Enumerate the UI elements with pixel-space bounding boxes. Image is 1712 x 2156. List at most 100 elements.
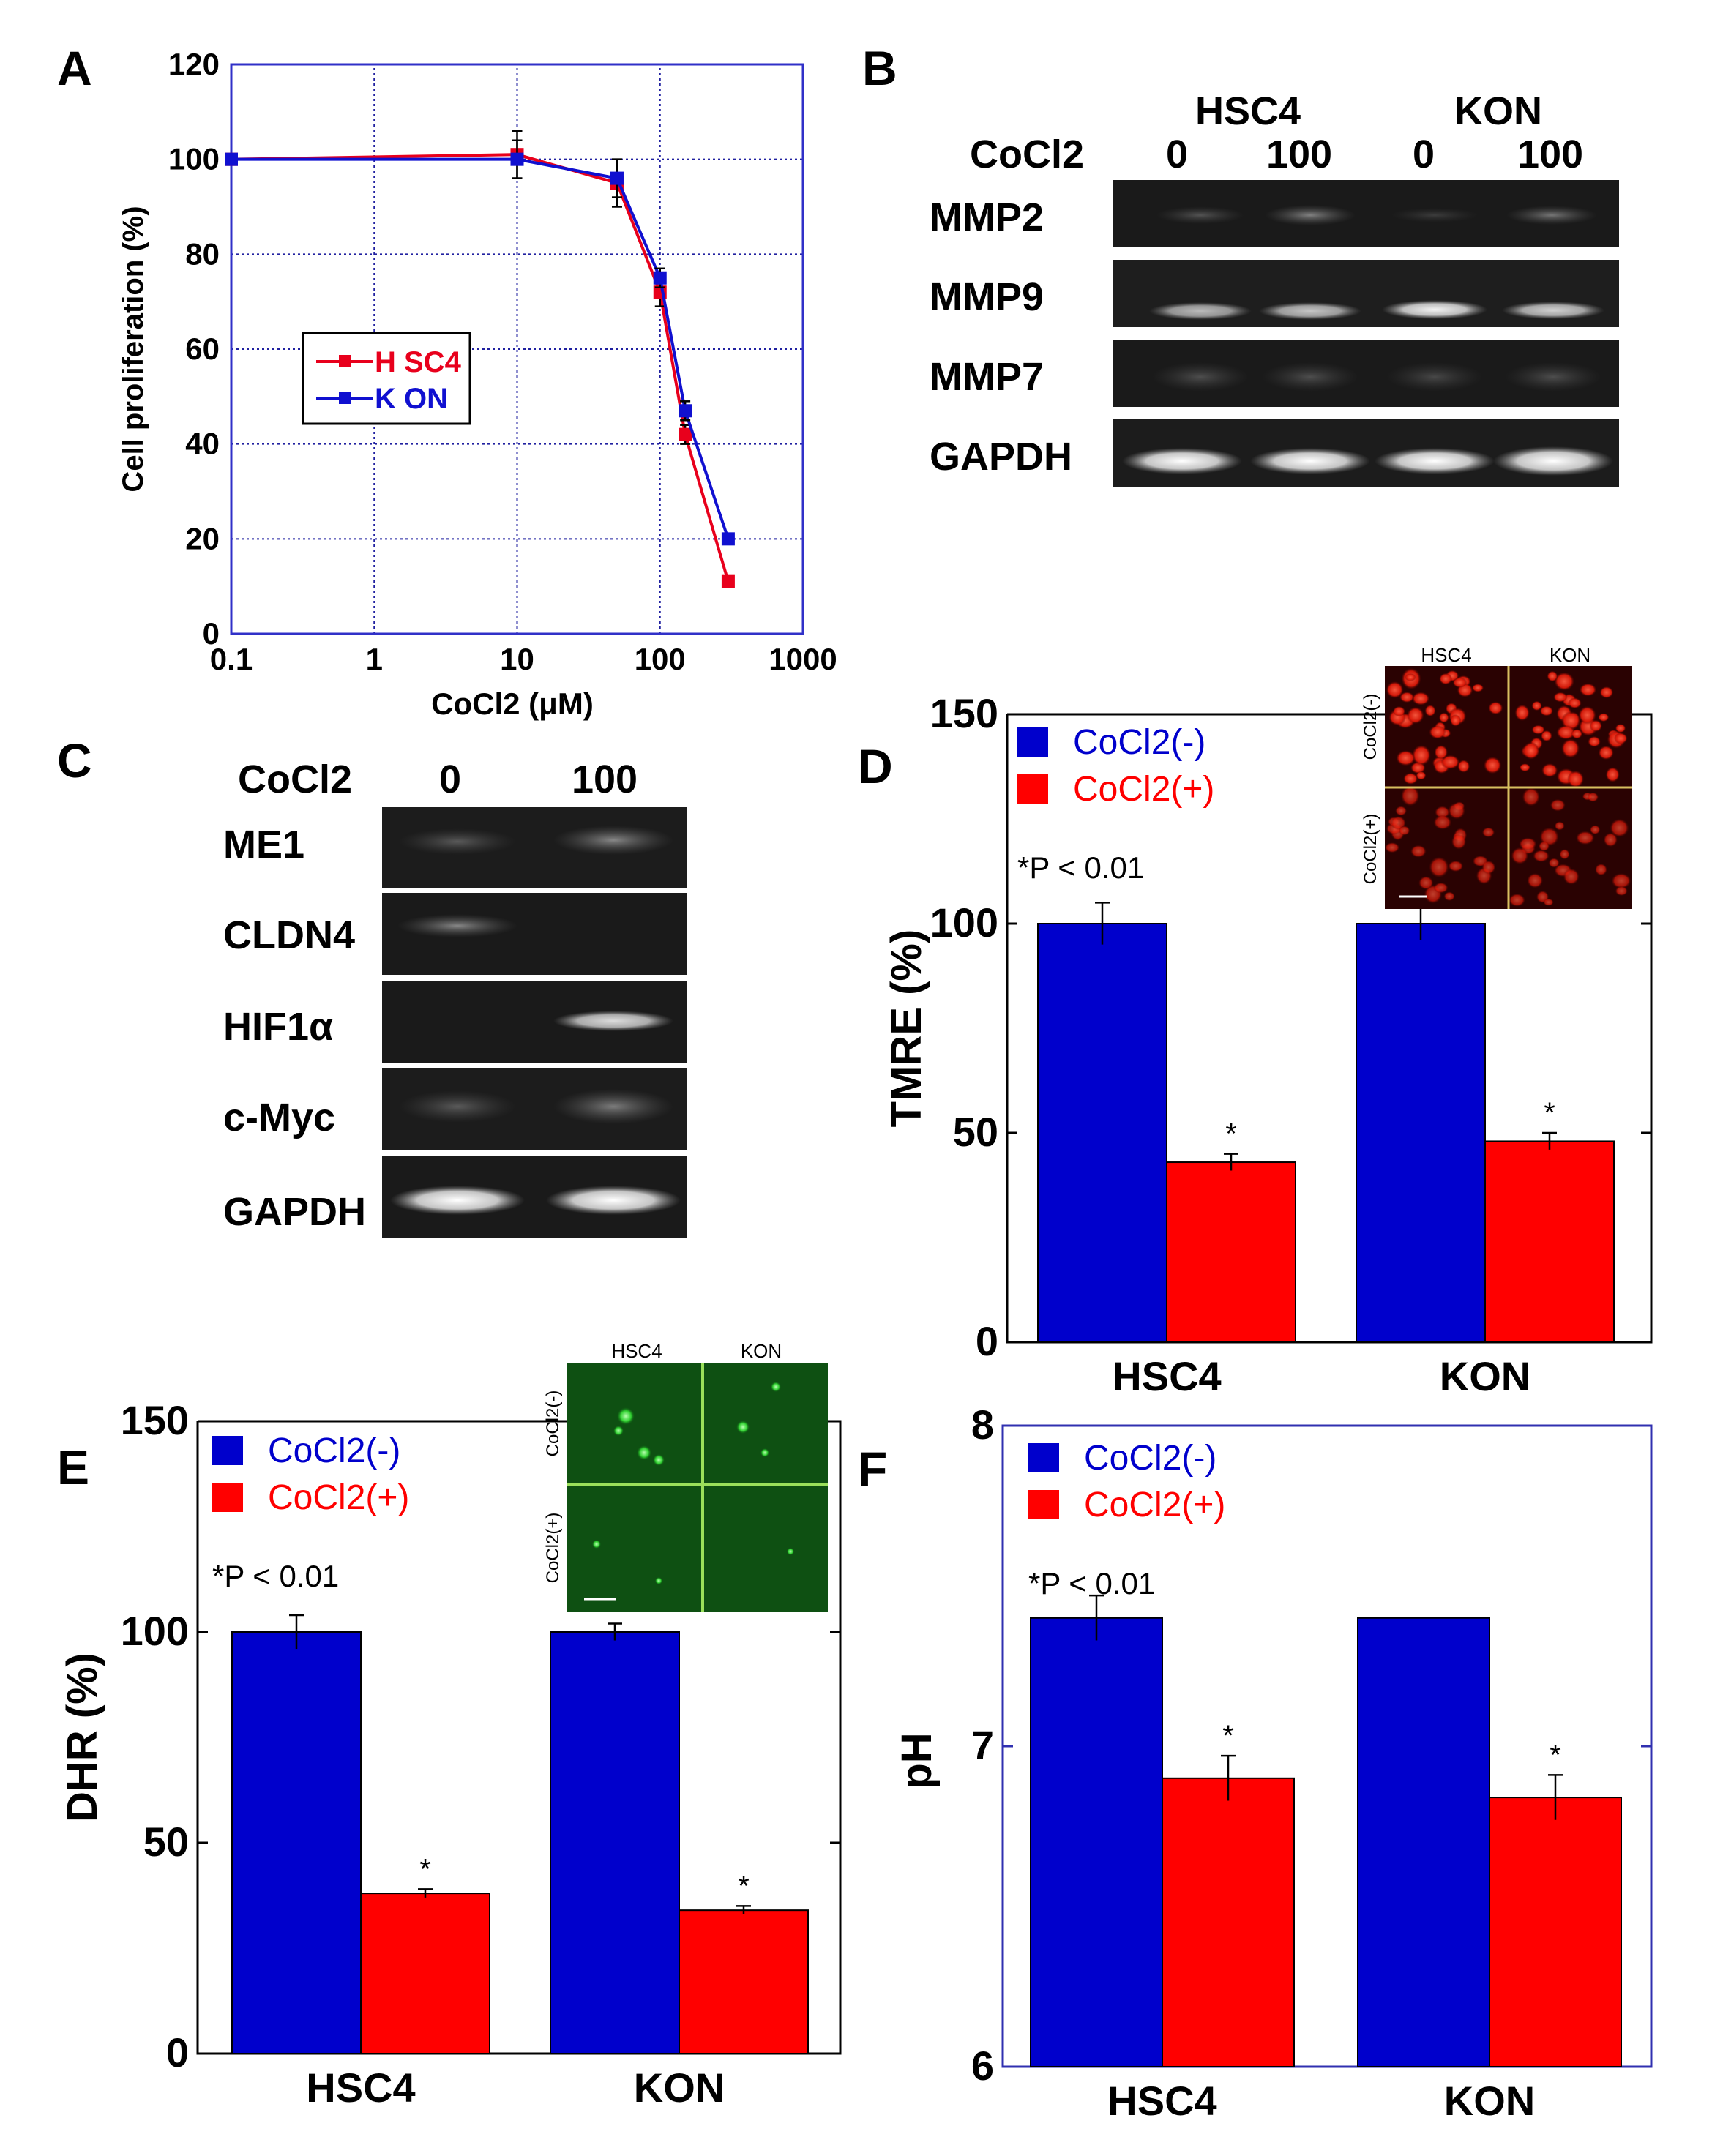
cell-signal — [1599, 686, 1614, 699]
cell-signal — [1384, 842, 1400, 853]
y-tick-label: 100 — [168, 142, 220, 176]
gel-band — [1506, 206, 1597, 225]
legend-label-kon: K ON — [375, 383, 448, 415]
cell-signal — [1522, 787, 1541, 806]
lane-label: 100 — [572, 757, 638, 801]
panel-a: A 0 20 40 60 80 100 120 0.1 1 10 100 1000 Cell pro… — [57, 41, 837, 721]
cell-signal — [1483, 756, 1502, 774]
cell-signal — [1556, 725, 1576, 740]
gel-band — [1502, 302, 1604, 319]
treatment-label: CoCl2 — [970, 132, 1084, 176]
inset-image — [567, 1363, 828, 1612]
cell-signal — [1598, 713, 1610, 722]
cell-signal — [1539, 705, 1554, 716]
cell-signal — [1429, 856, 1449, 878]
panel-letter-f: F — [858, 1442, 887, 1496]
cell-signal — [1522, 741, 1539, 760]
cell-signal — [1392, 705, 1406, 716]
x-tick-label: 1 — [366, 642, 383, 676]
panel-letter-d: D — [858, 739, 893, 793]
gel-band — [1259, 302, 1361, 320]
gene-label-gapdh: GAPDH — [223, 1190, 366, 1234]
gel-band — [1505, 362, 1601, 392]
category-label: HSC4 — [1112, 1353, 1221, 1399]
legend-swatch-plus — [1028, 1490, 1059, 1519]
cell-signal — [1412, 744, 1432, 766]
series-line-kon — [231, 157, 730, 539]
legend-label: CoCl2(-) — [1084, 1439, 1216, 1478]
legend-swatch-minus — [212, 1436, 243, 1465]
bar-hsc4-minus — [1037, 923, 1167, 1343]
cell-signal — [1533, 850, 1550, 863]
y-axis-label: TMRE (%) — [883, 929, 930, 1128]
gene-label-mmp2: MMP2 — [930, 195, 1044, 239]
inset-cells — [592, 1382, 794, 1584]
cell-signal — [1481, 827, 1495, 838]
bar-hsc4-plus — [360, 1893, 490, 2055]
x-axis-label: CoCl2 (μM) — [431, 686, 594, 721]
bar-kon-plus — [1489, 1797, 1622, 2068]
cell-signal — [1440, 755, 1460, 770]
legend-marker-blue — [339, 392, 351, 404]
gel-band — [1375, 448, 1495, 474]
cell-signal — [1438, 712, 1449, 723]
y-tick-label: 0 — [976, 1318, 998, 1364]
inset-col-label: KON — [741, 1340, 782, 1362]
gene-label-cldn4: CLDN4 — [223, 913, 355, 957]
panel-d: D 0 50 100 150 * HSC4 * KON TMRE (%) CoCl2(-) CoCl… — [858, 644, 1653, 1399]
y-tick-label: 150 — [121, 1397, 189, 1443]
cell-signal — [1575, 831, 1595, 845]
panel-b: B HSC4 KON CoCl2 0 100 0 100 MMP2 — [862, 41, 1619, 487]
cell-signal — [1407, 706, 1424, 725]
cell-signal — [1435, 806, 1450, 819]
cell-signal — [1424, 705, 1436, 717]
cell-signal — [1598, 745, 1614, 760]
inset-col-label: HSC4 — [1421, 644, 1471, 666]
cell-signal — [1519, 763, 1530, 772]
bar-chart-f: 6 7 8 * HSC4 * KON pH CoCl2(-) CoCl2(+) *P < 0.01 — [893, 1401, 1653, 2124]
bar-kon-minus — [550, 1631, 680, 2054]
cell-signal — [1588, 735, 1601, 747]
category-label: KON — [1440, 1353, 1530, 1399]
cell-signal — [1457, 760, 1470, 773]
x-tick-label: 10 — [500, 642, 534, 676]
data-point — [679, 427, 692, 441]
cell-signal — [1395, 806, 1408, 816]
cell-signal — [1595, 863, 1607, 876]
treatment-label: CoCl2 — [238, 757, 352, 801]
cell-signal — [1531, 725, 1545, 735]
cell-signal — [1590, 825, 1601, 835]
cell-signal — [1429, 725, 1446, 739]
significance-marker: * — [1550, 1739, 1561, 1771]
significance-note: *P < 0.01 — [1017, 850, 1144, 885]
y-tick-label: 80 — [185, 236, 220, 271]
cell-signal — [637, 1445, 651, 1460]
panel-c: C CoCl2 0 100 ME1 CLDN4 HIF1α c-Myc GAPD… — [57, 733, 687, 1238]
cell-signal — [1610, 818, 1629, 838]
x-tick-label: 100 — [635, 642, 686, 676]
y-tick-label: 40 — [185, 427, 220, 461]
legend-label: CoCl2(+) — [1073, 770, 1214, 809]
y-tick-label: 50 — [143, 1819, 189, 1865]
cell-signal — [1439, 673, 1453, 685]
gel-band — [1382, 300, 1487, 319]
y-tick-label: 8 — [971, 1401, 994, 1448]
significance-marker: * — [738, 1870, 750, 1902]
legend-box — [302, 332, 471, 425]
cell-signal — [1611, 872, 1631, 889]
y-tick-label: 6 — [971, 2043, 994, 2089]
bar-chart-e: 0 50 100 150 * HSC4 * KON DHR (%) CoCl2(-) CoCl2(+… — [59, 1397, 842, 2111]
cell-signal — [1554, 672, 1574, 691]
gel-band — [546, 1186, 681, 1215]
category-label: HSC4 — [306, 2065, 415, 2111]
gene-label-cmyc: c-Myc — [223, 1096, 335, 1139]
bar-chart-d: 0 50 100 150 * HSC4 * KON TMRE (%) CoCl2(-) CoCl2(… — [883, 690, 1653, 1399]
cell-signal — [1540, 730, 1552, 742]
gel-band — [1386, 362, 1483, 392]
cell-signal — [1579, 683, 1597, 697]
cell-signal — [1410, 845, 1427, 858]
gel-band — [1156, 206, 1244, 224]
gel-band — [553, 826, 673, 855]
cell-signal — [1405, 673, 1416, 681]
y-tick-label: 60 — [185, 332, 220, 366]
